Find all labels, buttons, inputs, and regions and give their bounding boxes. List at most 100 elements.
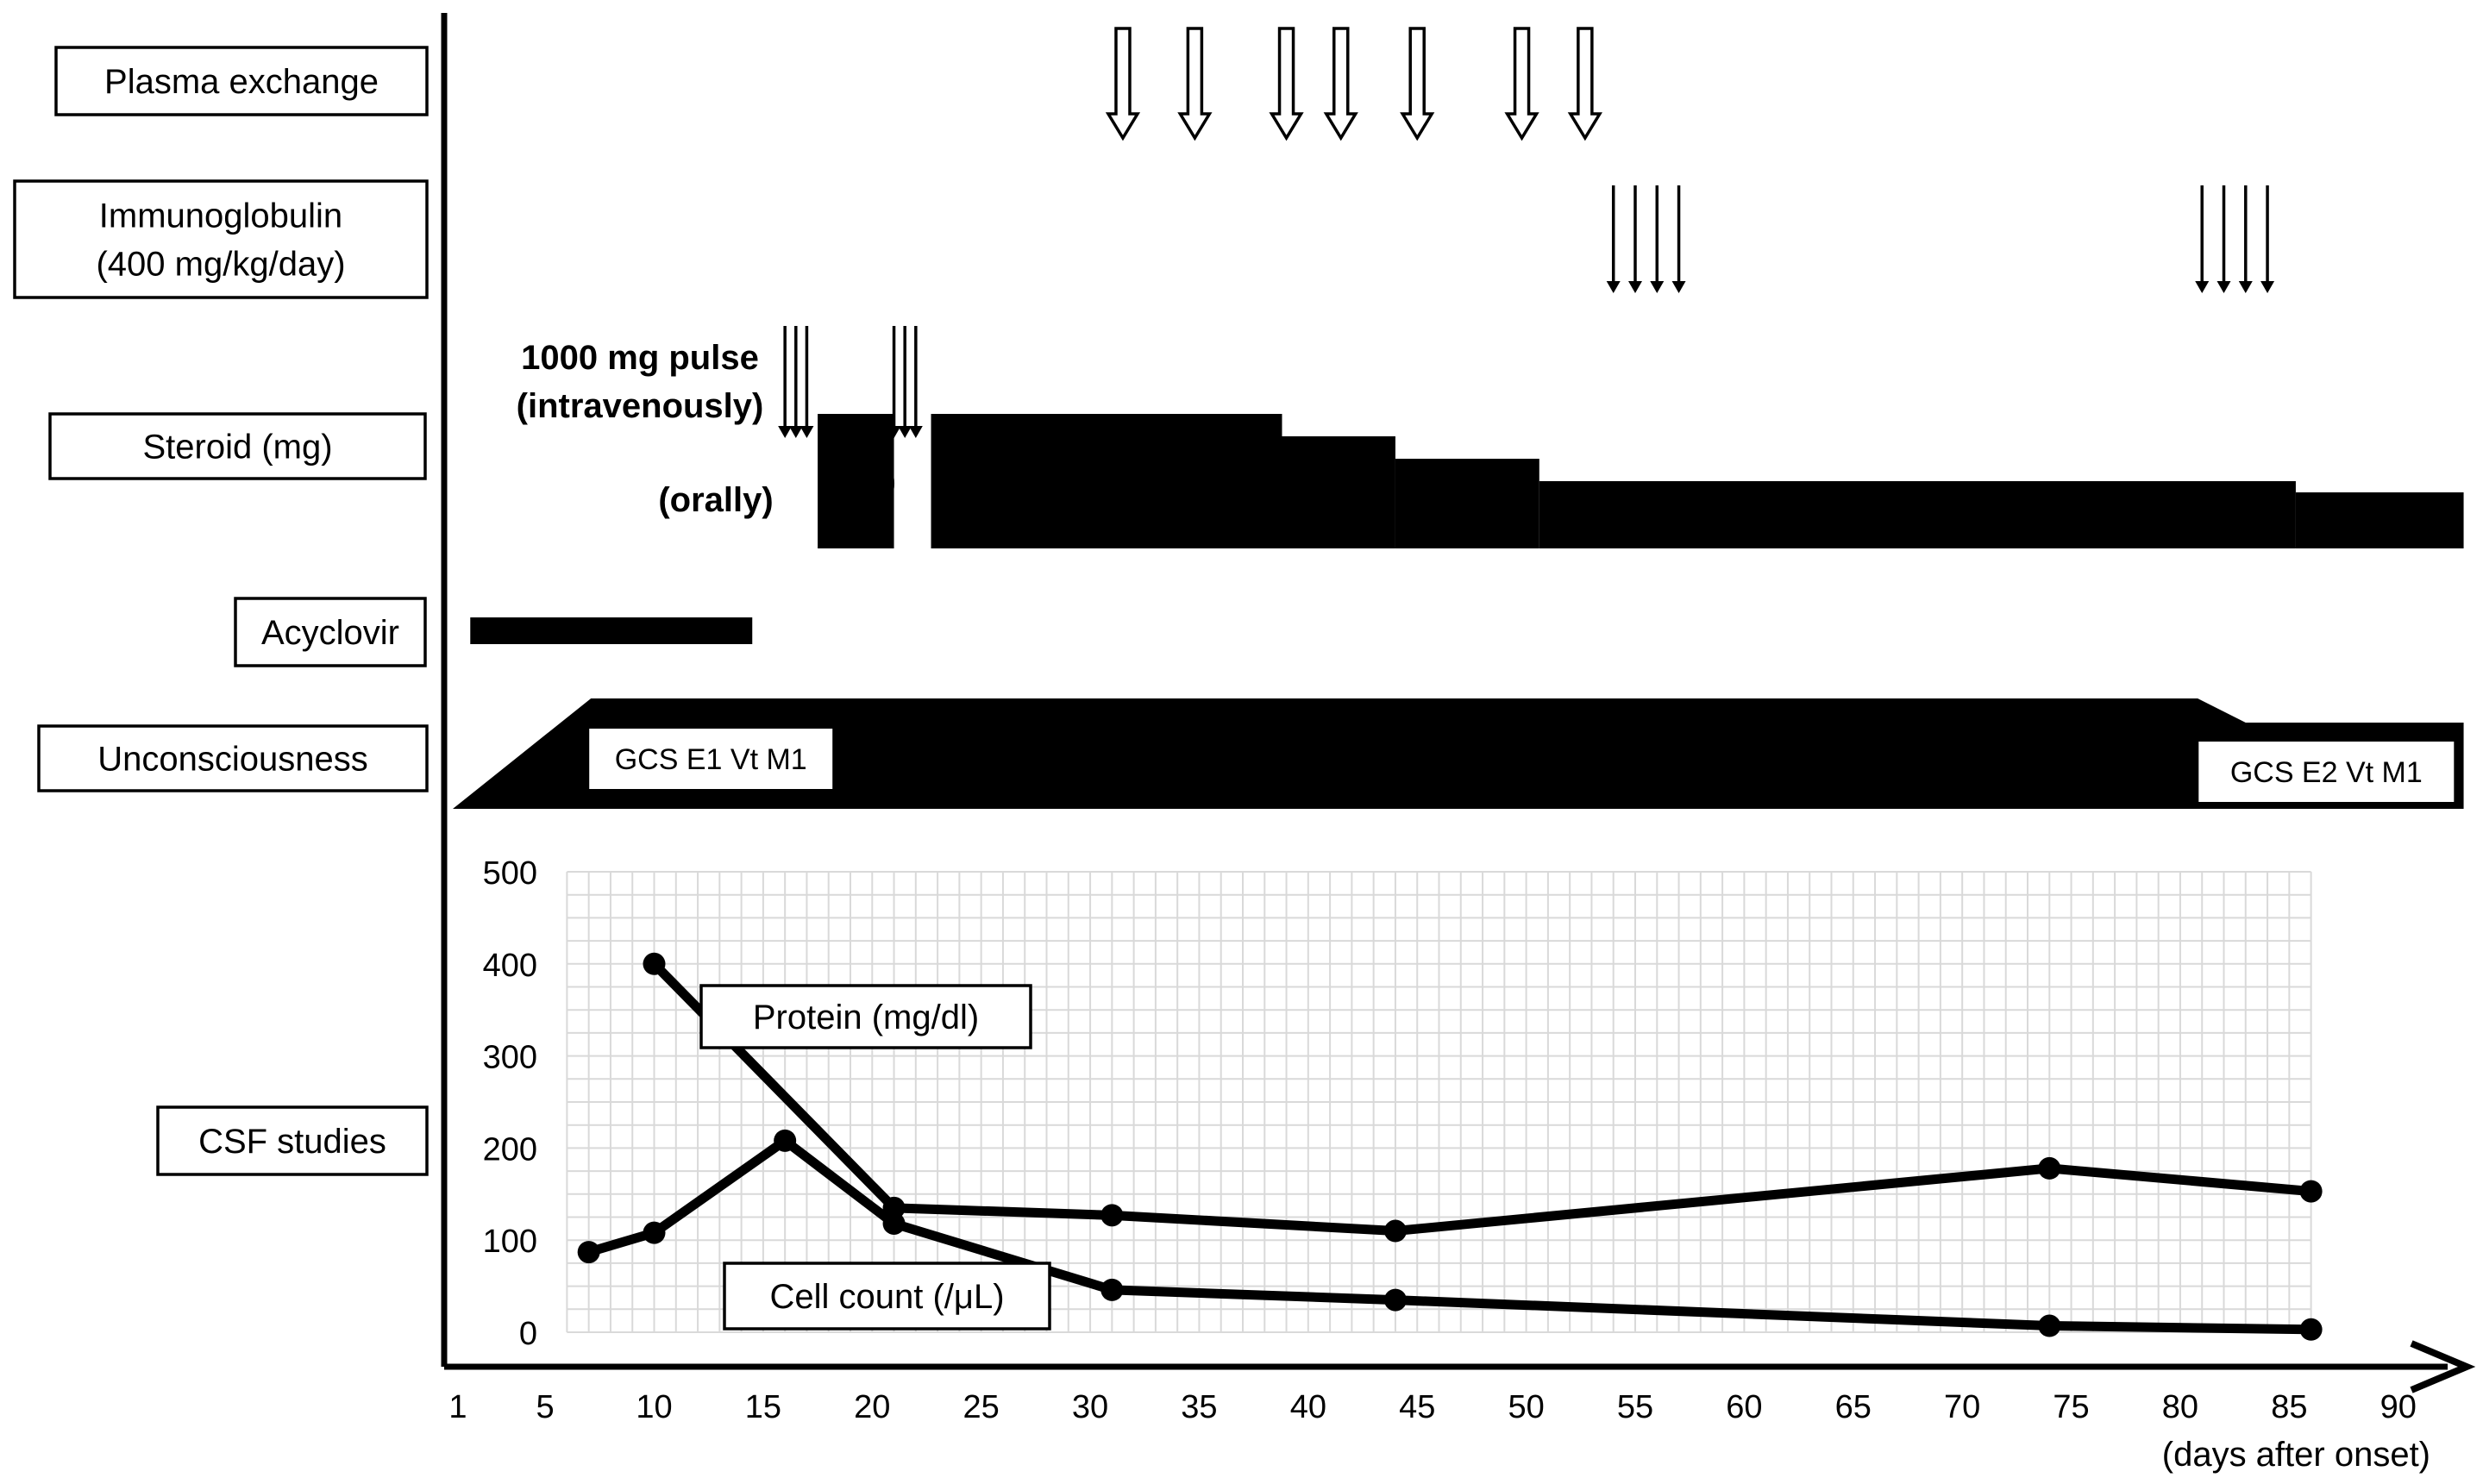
x-tick-label-3: 15 — [745, 1389, 781, 1425]
csf-y-tick-0: 0 — [519, 1316, 537, 1352]
axes: 1 5 10 15 20 25 30 35 40 45 50 55 60 65 70 75 80 85 90(day… — [441, 13, 2476, 1474]
plasma-exchange-arrow-0 — [1105, 27, 1141, 141]
csf-point-1-0 — [577, 1241, 600, 1264]
csf-point-0-2 — [1100, 1204, 1124, 1227]
csf-point-1-6 — [2038, 1314, 2061, 1337]
steroid-dose-bar-2 — [1282, 436, 1395, 548]
x-tick-label-11: 55 — [1617, 1389, 1653, 1425]
x-tick-label-1: 5 — [536, 1389, 555, 1425]
row-label-box-acyclovir — [234, 597, 427, 667]
csf-plot: Protein (mg/dl) Cell count (/μL) 0 100 200 30… — [483, 855, 2323, 1352]
csf-y-tick-1: 100 — [483, 1224, 537, 1260]
x-axis-label: (days after onset) — [2162, 1436, 2430, 1474]
plasma-exchange-arrow-3 — [1323, 27, 1358, 141]
x-tick-label-16: 80 — [2162, 1389, 2198, 1425]
csf-series-label-0: Protein (mg/dl) — [753, 999, 979, 1036]
steroid-dose-label-1: 60 — [1110, 460, 1158, 508]
gcs-label-1: GCS E2 Vt M1 — [2230, 756, 2423, 789]
steroid-pulse-arrow-1-1 — [898, 326, 912, 438]
x-tick-label-15: 75 — [2053, 1389, 2089, 1425]
plasma-exchange-arrow-5 — [1504, 27, 1539, 141]
gcs-label-0: GCS E1 Vt M1 — [615, 743, 807, 776]
x-tick-label-4: 20 — [854, 1389, 890, 1425]
csf-point-0-4 — [2038, 1156, 2061, 1180]
plasma-exchange-arrow-2 — [1269, 27, 1304, 141]
x-tick-label-13: 65 — [1835, 1389, 1872, 1425]
row-label-acyclovir-0: Acyclovir — [261, 614, 399, 652]
immunoglobulin-arrow-1-3 — [2260, 185, 2275, 293]
steroid-dose-label-3: 40 — [1444, 482, 1492, 530]
csf-point-1-7 — [2299, 1318, 2323, 1341]
row-label-ivig-1: (400 mg/kg/day) — [96, 246, 345, 284]
steroid-pulse-label-0: 1000 mg pulse — [521, 339, 759, 377]
x-tick-label-5: 25 — [963, 1389, 1000, 1425]
plasma-exchange-arrow-1 — [1177, 27, 1213, 141]
row-label-unconscious-0: Unconsciousness — [97, 741, 368, 779]
csf-y-tick-4: 400 — [483, 948, 537, 984]
steroid-pulse-arrow-0-2 — [799, 326, 814, 438]
csf-point-1-5 — [1383, 1288, 1407, 1312]
steroid-pulse-arrow-0-1 — [788, 326, 803, 438]
steroid-track: 1000 mg pulse (intravenously) (orally) 60 60… — [517, 326, 2464, 548]
steroid-dose-bar-5 — [2295, 492, 2464, 548]
immunoglobulin-arrow-1-2 — [2238, 185, 2253, 293]
acyclovir-bar — [470, 617, 753, 644]
csf-point-1-4 — [1100, 1278, 1124, 1301]
immunoglobulin-arrow-1-1 — [2217, 185, 2231, 293]
row-label-plasma-0: Plasma exchange — [104, 63, 379, 101]
immunoglobulin-arrow-0-1 — [1628, 185, 1642, 293]
row-label-box-steroid — [48, 412, 427, 480]
csf-series-label-box-1 — [723, 1262, 1051, 1331]
csf-series-label-box-0 — [699, 984, 1032, 1049]
steroid-dose-label-4: 30 — [1888, 493, 1936, 542]
immunoglobulin-arrow-0-2 — [1650, 185, 1665, 293]
x-tick-label-2: 10 — [636, 1389, 672, 1425]
csf-y-tick-3: 300 — [483, 1040, 537, 1076]
x-tick-label-6: 30 — [1072, 1389, 1108, 1425]
x-tick-label-12: 60 — [1726, 1389, 1762, 1425]
x-tick-label-8: 40 — [1290, 1389, 1326, 1425]
steroid-pulse-label-1: (intravenously) — [517, 387, 764, 425]
csf-point-0-5 — [2299, 1180, 2323, 1203]
steroid-pulse-arrow-1-2 — [908, 326, 923, 438]
csf-point-0-3 — [1383, 1219, 1407, 1243]
steroid-dose-bar-0 — [818, 414, 894, 548]
csf-y-tick-2: 200 — [483, 1131, 537, 1168]
gcs-label-box-1 — [2198, 742, 2455, 802]
unconsciousness-band — [453, 698, 2464, 809]
immunoglobulin-arrows — [1606, 185, 2275, 293]
steroid-dose-label-0: 60 — [848, 460, 896, 508]
row-label-steroid-0: Steroid (mg) — [142, 429, 332, 466]
steroid-dose-bar-1 — [931, 414, 1282, 548]
unconsciousness-track: GCS E1 Vt M1 GCS E2 Vt M1 — [453, 698, 2464, 809]
csf-series-label-1: Cell count (/μL) — [769, 1278, 1004, 1316]
steroid-oral-label: (orally) — [658, 481, 773, 519]
x-tick-label-14: 70 — [1944, 1389, 1980, 1425]
plasma-exchange-arrow-4 — [1400, 27, 1435, 141]
immunoglobulin-arrow-0-0 — [1606, 185, 1621, 293]
immunoglobulin-arrow-1-0 — [2195, 185, 2210, 293]
csf-y-tick-5: 500 — [483, 855, 537, 892]
row-label-box-ivig — [13, 179, 429, 299]
x-tick-label-9: 45 — [1399, 1389, 1435, 1425]
x-tick-label-0: 1 — [448, 1389, 467, 1425]
x-tick-label-10: 50 — [1508, 1389, 1544, 1425]
x-tick-label-7: 35 — [1181, 1389, 1217, 1425]
x-axis-arrowhead — [2410, 1340, 2476, 1393]
gcs-label-box-0 — [589, 729, 833, 789]
row-labels: Plasma exchange Immunoglobulin (400 mg/kg/… — [13, 46, 429, 1176]
plasma-exchange-arrows — [1105, 27, 1602, 141]
csf-point-1-1 — [643, 1221, 666, 1244]
steroid-dose-bar-4 — [1539, 481, 2296, 548]
immunoglobulin-arrow-0-3 — [1671, 185, 1686, 293]
x-tick-label-18: 90 — [2380, 1389, 2417, 1425]
csf-point-1-3 — [882, 1212, 906, 1235]
plasma-exchange-arrow-6 — [1567, 27, 1602, 141]
acyclovir-track — [470, 617, 753, 644]
csf-point-0-0 — [643, 952, 666, 975]
steroid-dose-label-2: 50 — [1319, 471, 1367, 519]
row-label-box-unconscious — [37, 724, 429, 792]
row-label-box-plasma — [54, 46, 429, 116]
row-label-csf-0: CSF studies — [198, 1123, 386, 1161]
